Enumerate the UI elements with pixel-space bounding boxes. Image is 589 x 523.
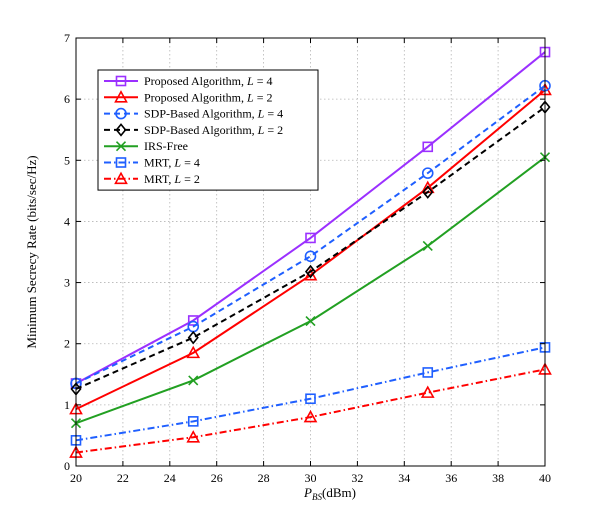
legend-entry: MRT, L = 2 — [104, 171, 200, 186]
y-tick-label: 1 — [64, 398, 70, 412]
x-tick-label: 26 — [211, 471, 223, 485]
x-tick-label: 38 — [492, 471, 504, 485]
legend-entry: SDP-Based Algorithm, L = 2 — [104, 123, 283, 137]
legend-label: Proposed Algorithm, L = 2 — [144, 90, 272, 104]
data-point — [305, 232, 316, 244]
legend-swatch-marker — [114, 171, 128, 185]
x-tick-label: 34 — [398, 471, 410, 485]
x-tick-label: 40 — [539, 471, 551, 485]
legend-label: MRT, L = 2 — [144, 172, 200, 186]
data-point — [187, 330, 199, 345]
x-tick-label: 22 — [117, 471, 129, 485]
data-point — [422, 185, 434, 199]
x-tick-label: 28 — [258, 471, 270, 485]
data-point — [305, 316, 316, 327]
y-tick-label: 7 — [64, 31, 70, 45]
legend-swatch-marker — [115, 123, 127, 137]
x-tick-label: 24 — [164, 471, 176, 485]
y-tick-label: 0 — [64, 459, 70, 473]
legend-swatch-marker — [115, 157, 127, 168]
data-point — [186, 345, 201, 359]
x-tick-label: 20 — [70, 471, 82, 485]
series-line — [75, 106, 546, 390]
data-point — [186, 430, 201, 443]
legend-label: SDP-Based Algorithm, L = 2 — [144, 123, 283, 137]
y-tick-label: 4 — [64, 214, 70, 228]
legend-entry: SDP-Based Algorithm, L = 4 — [104, 107, 283, 121]
data-point — [420, 385, 435, 398]
data-point — [422, 240, 433, 251]
legend-entry: MRT, L = 4 — [104, 156, 200, 170]
series-6 — [70, 342, 551, 446]
x-tick-label: 36 — [445, 471, 457, 485]
legend-swatch-marker — [115, 141, 127, 152]
legend-entry: Proposed Algorithm, L = 4 — [104, 74, 272, 88]
data-point — [304, 250, 317, 263]
x-axis-title: PBS(dBm) — [303, 485, 356, 502]
legend-label: IRS-Free — [144, 139, 188, 153]
data-point — [187, 315, 199, 326]
series-line — [75, 368, 546, 454]
series-layer — [69, 46, 552, 458]
legend-label: SDP-Based Algorithm, L = 4 — [144, 107, 283, 121]
legend-label: MRT, L = 4 — [144, 156, 200, 170]
legend-label: Proposed Algorithm, L = 4 — [144, 74, 272, 88]
y-tick-label: 2 — [64, 337, 70, 351]
y-tick-label: 3 — [64, 276, 70, 290]
legend-entry: IRS-Free — [104, 139, 188, 153]
x-tick-label: 30 — [305, 471, 317, 485]
y-tick-label: 6 — [64, 92, 70, 106]
data-point — [304, 264, 317, 279]
data-point — [187, 416, 199, 427]
y-tick-label: 5 — [64, 153, 70, 167]
legend-swatch-marker — [115, 107, 127, 120]
data-point — [422, 141, 434, 153]
legend-entry: Proposed Algorithm, L = 2 — [104, 90, 272, 104]
data-point — [305, 393, 316, 405]
series-line — [75, 89, 546, 411]
series-line — [75, 346, 546, 442]
legend-swatch-marker — [114, 90, 128, 103]
legend: Proposed Algorithm, L = 4 Proposed Algori… — [97, 69, 319, 191]
data-point — [188, 375, 199, 386]
x-tick-label: 32 — [351, 471, 363, 485]
data-point — [421, 167, 434, 179]
series-line — [75, 51, 546, 385]
y-axis-title: Minimum Secrecy Rate (bits/sec/Hz) — [24, 155, 39, 348]
data-point — [422, 367, 434, 378]
legend-swatch-marker — [115, 75, 127, 87]
data-point — [303, 409, 318, 423]
